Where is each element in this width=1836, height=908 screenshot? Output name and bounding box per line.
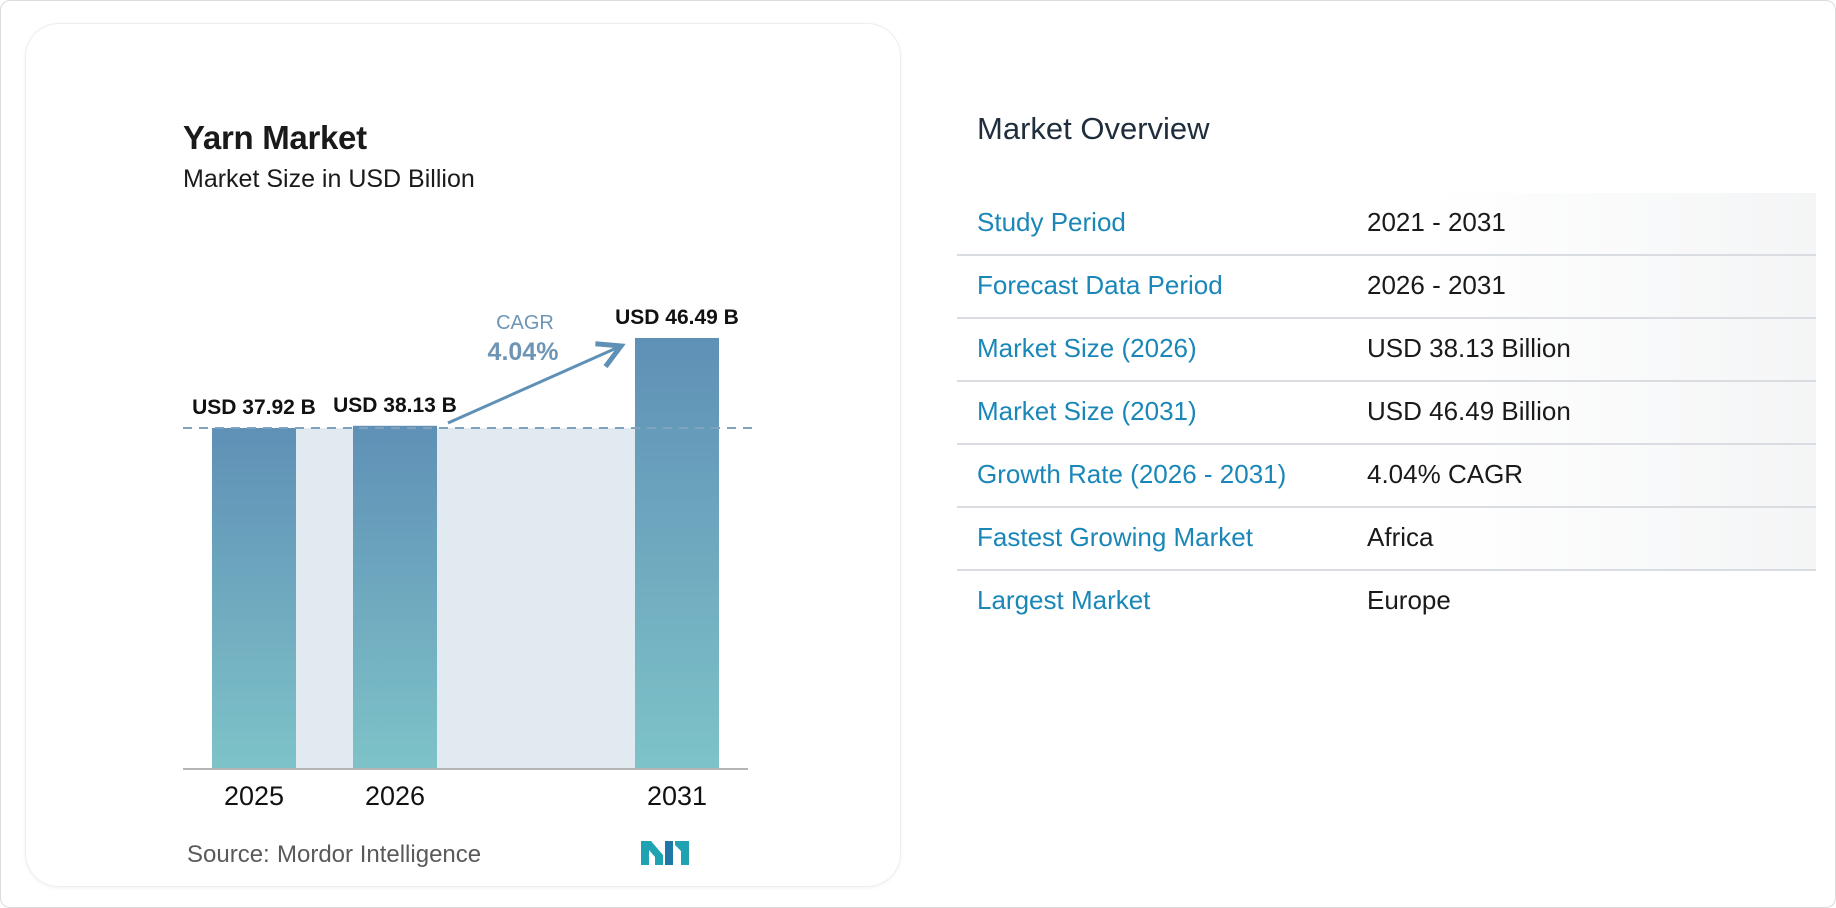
- overview-row-value: Europe: [1367, 585, 1451, 615]
- bar-2026: [353, 425, 437, 769]
- x-tick-label: 2025: [224, 781, 284, 811]
- chart-subtitle: Market Size in USD Billion: [183, 165, 475, 193]
- overview-row-label: Market Size (2026): [977, 333, 1197, 363]
- chart-title: Yarn Market: [183, 119, 367, 156]
- overview-table: Study Period 2021 - 2031 Forecast Data Per…: [957, 193, 1816, 632]
- overview-row: Forecast Data Period 2026 - 2031: [957, 256, 1816, 319]
- data-label: USD 46.49 B: [615, 306, 739, 329]
- cagr-value: 4.04%: [488, 338, 559, 366]
- overview-row-label: Growth Rate (2026 - 2031): [977, 459, 1287, 489]
- x-tick-label: 2026: [365, 781, 425, 811]
- overview-row-label: Largest Market: [977, 585, 1151, 615]
- bar-chart: USD 37.92 B USD 38.13 B USD 46.49 B 2025 202…: [183, 306, 753, 811]
- overview-row: Study Period 2021 - 2031: [957, 193, 1816, 256]
- overview-row-value: USD 38.13 Billion: [1367, 333, 1571, 363]
- overview-row-value: 4.04% CAGR: [1367, 459, 1524, 489]
- overview-row: Largest Market Europe: [957, 571, 1816, 632]
- overview-title: Market Overview: [977, 111, 1210, 146]
- source-name: Mordor Intelligence: [277, 841, 482, 868]
- overview-row: Market Size (2031) USD 46.49 Billion: [957, 382, 1816, 445]
- overview-row-value: 2026 - 2031: [1367, 270, 1506, 300]
- overview-row-label: Market Size (2031): [977, 396, 1197, 426]
- bar-2025: [212, 428, 296, 769]
- bar-2031: [635, 338, 719, 769]
- brand-logo: [641, 841, 689, 865]
- x-tick-label: 2031: [647, 781, 707, 811]
- data-label: USD 38.13 B: [333, 394, 457, 417]
- overview-row-value: USD 46.49 Billion: [1367, 396, 1571, 426]
- overview-row-value: 2021 - 2031: [1367, 207, 1506, 237]
- cagr-arrow: [447, 346, 621, 425]
- reference-band: [212, 428, 719, 769]
- cagr-label: CAGR: [496, 312, 554, 334]
- overview-row: Fastest Growing Market Africa: [957, 508, 1816, 571]
- overview-row-value: Africa: [1367, 522, 1434, 552]
- overview-row: Market Size (2026) USD 38.13 Billion: [957, 319, 1816, 382]
- overview-row-label: Study Period: [977, 207, 1126, 237]
- data-label: USD 37.92 B: [192, 396, 316, 419]
- overview-row: Growth Rate (2026 - 2031) 4.04% CAGR: [957, 445, 1816, 508]
- overview-row-label: Forecast Data Period: [977, 270, 1223, 300]
- source-label: Source:: [187, 841, 270, 868]
- overview-row-label: Fastest Growing Market: [977, 522, 1253, 552]
